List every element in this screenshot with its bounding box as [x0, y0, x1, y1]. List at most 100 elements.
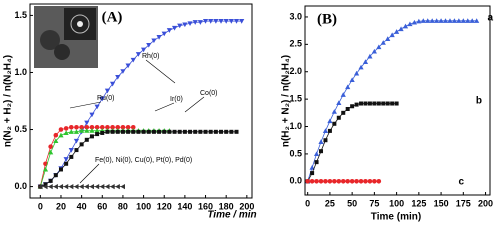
marker [177, 23, 183, 29]
marker [68, 183, 74, 190]
marker [309, 165, 315, 170]
y-tick-label: 0.0 [289, 176, 302, 186]
marker [203, 129, 208, 134]
marker [469, 18, 475, 23]
series-label: Fe(0), Ni(0), Cu(0), Pt(0), Pd(0) [95, 157, 192, 164]
x-tick-label: 40 [77, 201, 87, 211]
marker [89, 183, 95, 190]
x-tick-label: 160 [198, 201, 213, 211]
x-tick-label: 0 [38, 201, 43, 211]
marker [372, 179, 377, 184]
marker [99, 96, 105, 102]
particle [40, 30, 60, 50]
marker [198, 129, 203, 134]
marker [58, 127, 64, 132]
marker [345, 84, 351, 90]
marker [345, 106, 350, 111]
marker [354, 179, 359, 184]
marker [420, 18, 426, 23]
marker [68, 147, 74, 153]
marker [381, 101, 386, 106]
marker [84, 128, 90, 133]
x-tick-label: 140 [177, 201, 192, 211]
x-tick-label: 175 [456, 198, 471, 208]
marker [345, 179, 350, 184]
marker [385, 101, 390, 106]
marker [73, 138, 80, 144]
marker [74, 148, 79, 153]
marker [166, 28, 172, 33]
marker [115, 74, 121, 80]
series-label: a [487, 13, 493, 24]
marker [367, 101, 372, 106]
series [307, 20, 477, 182]
marker [354, 102, 359, 107]
marker [95, 132, 100, 137]
marker [438, 18, 444, 23]
y-tick-label: 1.5 [289, 94, 302, 104]
marker [228, 19, 234, 24]
marker [58, 167, 63, 172]
marker [224, 129, 229, 134]
marker [94, 124, 100, 130]
marker [389, 32, 395, 38]
marker [43, 182, 48, 187]
marker [89, 128, 95, 133]
panel-label: (B) [317, 11, 337, 27]
marker [407, 21, 413, 27]
marker [411, 19, 417, 25]
marker [367, 179, 373, 184]
y-tick-label: 0.5 [289, 148, 302, 158]
x-tick-label: 200 [478, 198, 493, 208]
marker [115, 183, 120, 190]
marker [151, 38, 157, 44]
x-axis-label: Time / min [207, 210, 256, 221]
inset-image [34, 6, 98, 68]
marker [115, 129, 120, 134]
marker [42, 183, 48, 190]
marker [84, 183, 89, 190]
marker [64, 161, 69, 166]
marker [327, 118, 333, 124]
marker [363, 179, 368, 184]
marker [136, 129, 141, 134]
x-tick-label: 20 [56, 201, 66, 211]
marker [367, 53, 373, 59]
marker [177, 129, 182, 134]
marker [53, 138, 59, 144]
series-label: b [476, 96, 482, 107]
y-axis-label: n(H₂ + N₂) / n(N₂H₄) [281, 55, 292, 147]
marker [358, 179, 364, 184]
marker [349, 77, 355, 83]
y-tick-label: 2.5 [289, 39, 302, 49]
marker [171, 25, 178, 31]
marker [372, 101, 377, 106]
marker [323, 179, 328, 184]
plot-frame [304, 5, 491, 196]
marker [416, 18, 422, 24]
marker [456, 18, 462, 23]
marker [53, 132, 59, 138]
marker [110, 81, 116, 87]
marker [208, 19, 214, 24]
marker [451, 18, 458, 23]
marker [94, 104, 100, 110]
marker [234, 129, 239, 134]
marker [74, 124, 79, 130]
x-tick-label: 0 [305, 198, 310, 208]
marker [104, 88, 111, 94]
marker [126, 129, 131, 134]
marker [58, 132, 64, 138]
marker [42, 166, 49, 172]
x-tick-label: 180 [219, 201, 234, 211]
x-tick-label: 200 [239, 201, 254, 211]
series-label: Ir(0) [170, 96, 183, 103]
marker [223, 19, 229, 24]
particle [54, 44, 70, 60]
marker [434, 18, 440, 23]
x-tick-label: 125 [411, 198, 426, 208]
marker [48, 149, 54, 155]
marker [84, 124, 90, 130]
marker [447, 18, 453, 23]
marker [353, 70, 360, 76]
